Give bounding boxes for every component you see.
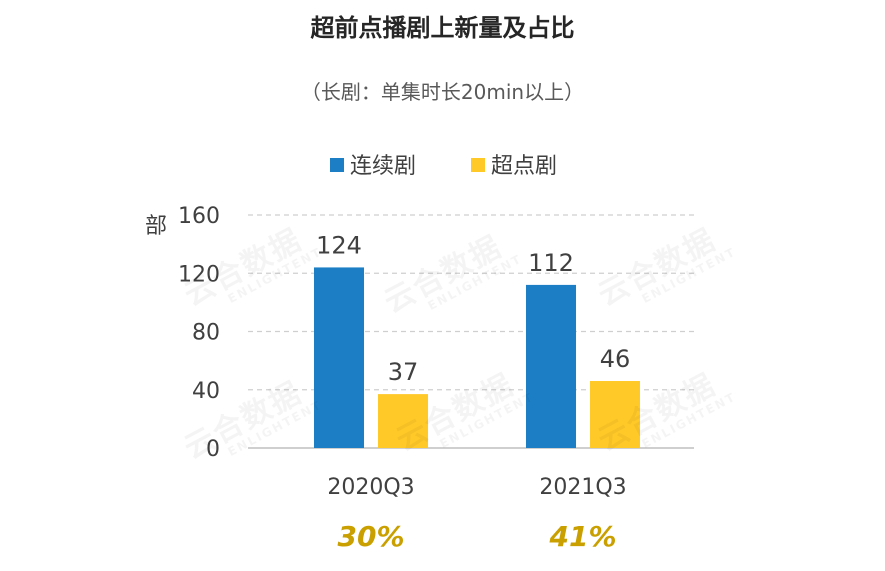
y-tick-label: 0 <box>206 437 220 462</box>
chart-subtitle: （长剧：单集时长20min以上） <box>300 80 585 104</box>
share-annotation: 41% <box>548 520 616 553</box>
legend-label-1: 连续剧 <box>350 154 416 179</box>
legend-label-2: 超点剧 <box>491 154 557 179</box>
data-label: 46 <box>600 345 631 373</box>
bar-series1-2021q3 <box>526 284 576 448</box>
legend-swatch-2 <box>471 158 485 172</box>
y-tick-label: 160 <box>178 204 220 229</box>
share-annotation: 30% <box>337 520 404 553</box>
legend-swatch-1 <box>330 158 344 172</box>
bar-series2-2021q3 <box>590 381 640 448</box>
y-tick-label: 120 <box>178 262 220 287</box>
y-axis-label: 部 <box>145 214 167 239</box>
y-tick-label: 40 <box>192 379 220 404</box>
x-tick-label: 2021Q3 <box>539 475 626 500</box>
chart-title: 超前点播剧上新量及占比 <box>310 14 575 42</box>
bar-series1-2020q3 <box>314 267 364 448</box>
data-label: 37 <box>388 358 419 386</box>
data-label: 124 <box>316 231 362 259</box>
data-label: 112 <box>528 249 574 277</box>
y-tick-label: 80 <box>192 321 220 346</box>
x-tick-label: 2020Q3 <box>327 475 414 500</box>
bar-series2-2020q3 <box>378 394 428 448</box>
